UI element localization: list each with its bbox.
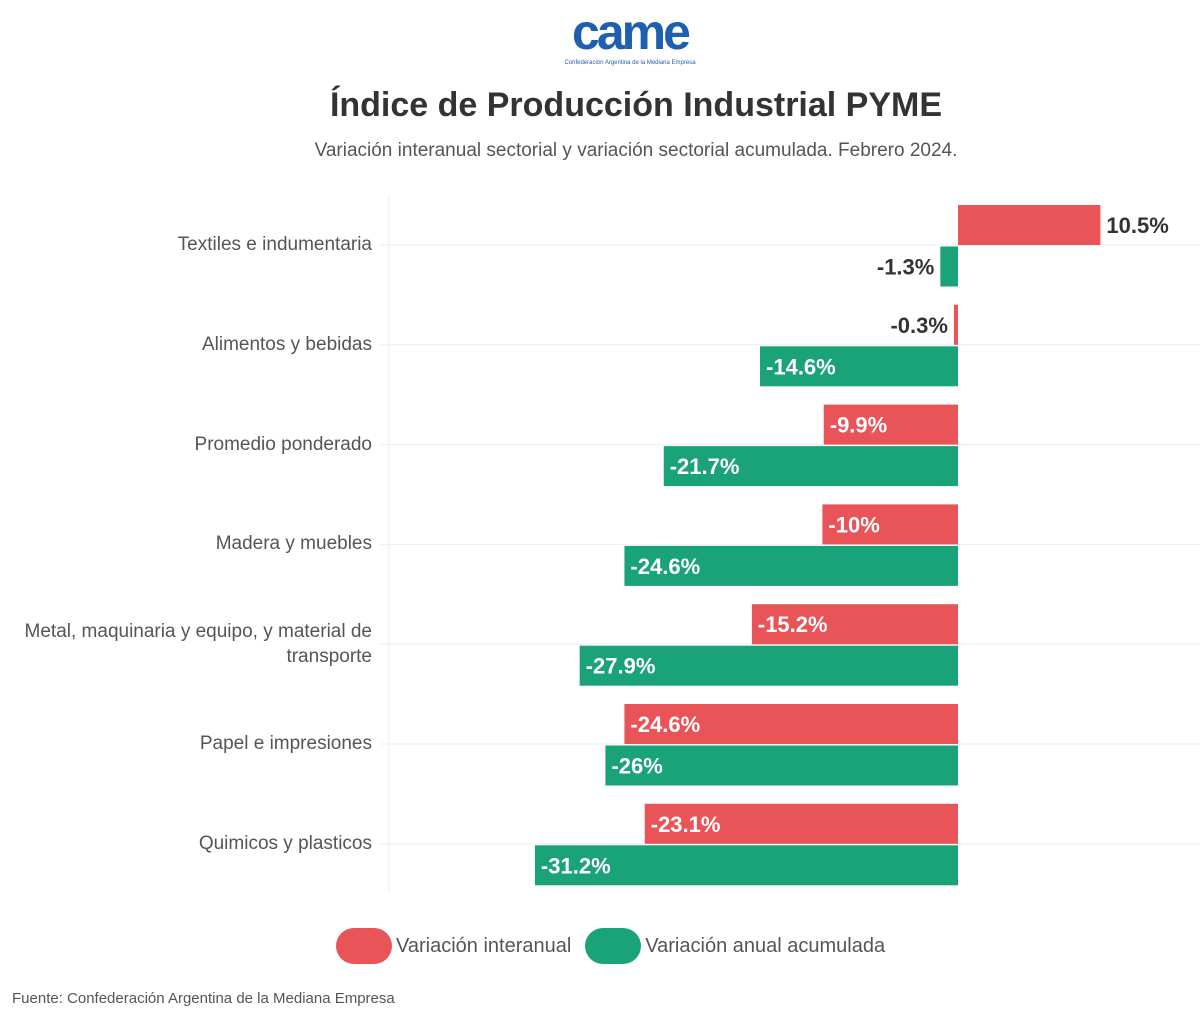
bar	[760, 346, 958, 387]
bar	[958, 205, 1101, 245]
data-label: -9.9%	[830, 413, 887, 438]
legend-label-interanual: Variación interanual	[396, 934, 572, 957]
came-logo: came Confederación Argentina de la Media…	[550, 4, 710, 76]
data-label: -15.2%	[758, 612, 828, 637]
bar	[823, 404, 958, 445]
legend-swatch-acumulada	[585, 928, 642, 964]
data-label: -24.6%	[630, 712, 700, 737]
chart-title: Índice de Producción Industrial PYME	[329, 86, 943, 124]
category-label: Quimicos y plasticos	[198, 832, 372, 854]
legend-swatch-interanual	[336, 928, 392, 964]
category-label: Promedio ponderado	[194, 433, 372, 455]
chart-subtitle: Variación interanual sectorial y variaci…	[314, 140, 958, 161]
data-label: -23.1%	[651, 812, 721, 837]
data-label: -26%	[611, 754, 662, 779]
bar	[663, 446, 958, 487]
bar	[624, 545, 958, 586]
bar	[940, 246, 958, 287]
data-label: -21.7%	[670, 454, 740, 479]
logo-wordmark: came	[572, 4, 691, 60]
category-label: Textiles e indumentaria	[177, 234, 372, 255]
data-label: -10%	[828, 512, 879, 537]
bar	[751, 604, 958, 645]
data-label: -0.3%	[890, 313, 947, 338]
bar	[579, 645, 958, 686]
data-label: -31.2%	[541, 853, 611, 878]
bar	[605, 745, 958, 786]
logo-subtitle: Confederación Argentina de la Mediana Em…	[564, 60, 696, 66]
data-label: 10.5%	[1106, 213, 1168, 238]
legend: Variación interanual Variación anual acu…	[336, 928, 885, 964]
bar	[953, 304, 958, 345]
bar	[624, 704, 958, 744]
category-label: Metal, maquinaria y equipo, y material d…	[24, 621, 372, 668]
bar	[534, 845, 958, 886]
source-note: Fuente: Confederación Argentina de la Me…	[12, 990, 395, 1007]
category-label: Alimentos y bebidas	[201, 333, 372, 355]
category-label: Madera y muebles	[215, 533, 372, 555]
data-label: -1.3%	[877, 255, 934, 280]
data-label: -27.9%	[586, 654, 656, 679]
legend-label-acumulada: Variación anual acumulada	[645, 934, 886, 957]
bar	[644, 803, 958, 844]
data-label: -14.6%	[766, 354, 836, 379]
category-label: Papel e impresiones	[199, 733, 372, 754]
bar	[822, 504, 958, 545]
data-label: -24.6%	[630, 554, 700, 579]
